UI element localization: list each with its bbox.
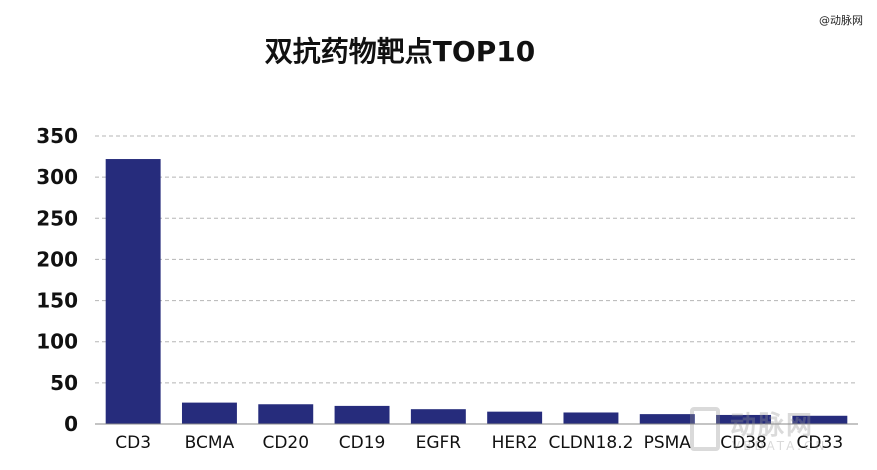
x-tick-label: CD3 — [115, 433, 151, 453]
y-tick-label: 200 — [36, 247, 78, 271]
y-tick-label: 0 — [64, 412, 78, 436]
y-tick-label: 50 — [50, 371, 78, 395]
bar-cd3 — [105, 159, 161, 425]
vbdata-watermark: 动脉网 VBDATA.CN — [690, 405, 860, 463]
bar-cd20 — [258, 404, 314, 424]
x-tick-label: HER2 — [492, 433, 538, 453]
bar-bcma — [181, 402, 237, 424]
bars — [105, 159, 848, 425]
bar-cldn18-2 — [563, 412, 619, 424]
x-tick-label: PSMA — [644, 433, 692, 453]
y-tick-label: 350 — [36, 124, 78, 148]
x-tick-label: CD20 — [262, 433, 309, 453]
y-tick-label: 300 — [36, 165, 78, 189]
y-tick-label: 100 — [36, 330, 78, 354]
chart-title: 双抗药物靶点TOP10 — [264, 35, 536, 68]
bar-egfr — [410, 409, 466, 424]
x-tick-label: CD38 — [720, 433, 767, 453]
bar-cd19 — [334, 405, 390, 424]
x-tick-label: EGFR — [416, 433, 462, 453]
x-tick-label: CD19 — [339, 433, 386, 453]
x-tick-label: CLDN18.2 — [548, 433, 633, 453]
watermark-main-text: 动脉网 — [730, 411, 815, 441]
source-watermark-text: @动脉网 — [819, 14, 863, 27]
x-tick-label: CD33 — [797, 433, 844, 453]
bar-cd38 — [716, 414, 772, 424]
bar-cd33 — [792, 415, 848, 424]
bar-psma — [639, 414, 695, 424]
x-axis-ticks: CD3 BCMA CD20 CD19 EGFR HER2 CLDN18.2 PSMA CD38 C… — [115, 433, 843, 453]
bar-her2 — [487, 411, 543, 424]
x-tick-label: BCMA — [185, 433, 235, 453]
y-tick-label: 150 — [36, 289, 78, 313]
y-tick-label: 250 — [36, 206, 78, 230]
watermark-sub-text: VBDATA.CN — [732, 439, 828, 453]
grid-lines — [95, 135, 858, 384]
vbdata-logo-icon — [690, 407, 720, 451]
y-axis-ticks: 0 50 100 150 200 250 300 350 — [36, 124, 78, 436]
